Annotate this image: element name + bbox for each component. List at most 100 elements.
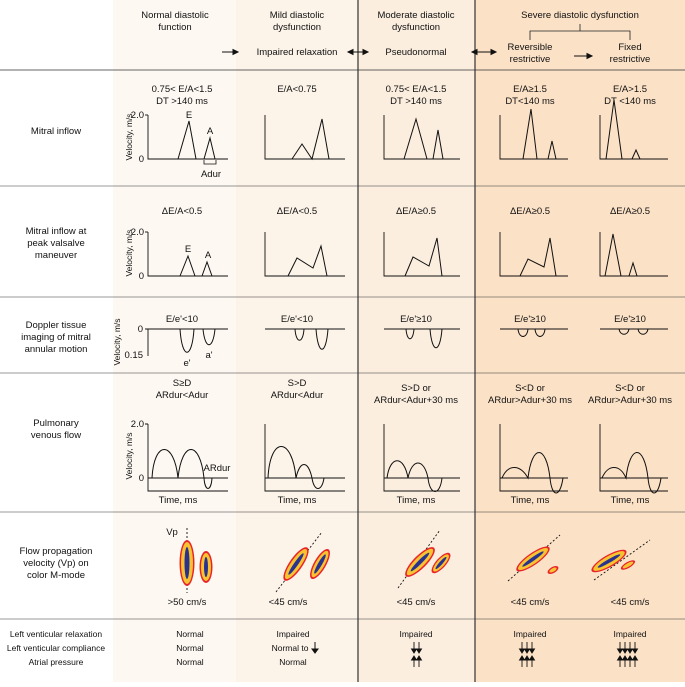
vp-label: Vp <box>166 527 178 538</box>
mitral-wave-moderate <box>403 117 444 160</box>
pulm-v2-normal: 2.0 <box>131 419 144 430</box>
mitral-axes-fix <box>599 115 668 160</box>
bottom-mild-compliance: Normal to <box>272 643 309 653</box>
mitral-criteria-fix-2: DT <140 ms <box>604 96 656 107</box>
valsalva-v2-normal: 2.0 <box>131 227 144 238</box>
severe-bracket <box>529 24 631 40</box>
arrow-icons-moderate <box>410 642 423 667</box>
mitral-criteria-normal-2: DT >140 ms <box>156 96 208 107</box>
vp-ellipse-fix-2-inner <box>622 561 634 569</box>
pulm-criteria-normal-2: ARdur<Adur <box>156 390 209 401</box>
pulm-wave-moderate <box>386 460 443 492</box>
pulm-criteria-mild-1: S>D <box>288 378 307 389</box>
vp-dashed-fix <box>593 539 651 581</box>
vp-mild <box>275 531 330 593</box>
valsalva-criteria-fix: ΔE/A≥0.5 <box>610 206 650 217</box>
pulm-wave-normal <box>151 449 213 489</box>
bottom-normal-relaxation: Normal <box>176 629 204 639</box>
tissue-a-prime: a' <box>205 350 212 361</box>
bottom-label-relaxation: Left venticular relaxation <box>10 629 102 639</box>
row-label-tissue-3: annular motion <box>25 344 88 355</box>
bottom-moderate-relaxation: Impaired <box>399 629 432 639</box>
header-mild-2: dysfunction <box>273 22 321 33</box>
row-label-vp-1: Flow propagation <box>20 546 93 557</box>
tissue-criteria-fix: E/e'≥10 <box>614 314 646 325</box>
header-severe-rev-1: Reversible <box>508 42 553 53</box>
tissue-v0-normal: 0 <box>138 324 143 335</box>
mitral-E-label: E <box>186 110 192 121</box>
mitral-criteria-moderate-2: DT >140 ms <box>390 96 442 107</box>
pulm-time-moderate: Time, ms <box>397 495 436 506</box>
mitral-wave-mild <box>291 118 330 161</box>
mitral-axes-normal <box>145 114 228 160</box>
vp-criteria-moderate: <45 cm/s <box>397 597 436 608</box>
bottom-normal-compliance: Normal <box>176 643 204 653</box>
row-label-tissue-1: Doppler tissue <box>26 320 87 331</box>
valsalva-wave-mild <box>287 244 328 277</box>
pulm-criteria-rev-1: S<D or <box>515 383 545 394</box>
arrow-icons-fix <box>616 642 639 667</box>
vp-ellipse-moderate-1-inner <box>410 552 430 572</box>
header-arrows <box>222 48 594 60</box>
mitral-v0-normal: 0 <box>139 154 144 165</box>
tissue-ylabel-normal: Velocity, m/s <box>112 318 122 365</box>
tissue-vbot-normal: 0.15 <box>125 350 144 361</box>
vp-ellipse-normal-2-inner <box>204 557 208 577</box>
mitral-criteria-normal-1: 0.75< E/A<1.5 <box>152 84 213 95</box>
vp-normal <box>179 528 213 593</box>
vp-ellipse-rev-2-inner <box>549 567 557 573</box>
header-severe-fix-1: Fixed <box>618 42 641 53</box>
pulm-axes-normal <box>145 423 228 492</box>
vp-ellipse-rev-1-inner <box>522 551 544 567</box>
pulm-criteria-fix-2: ARdur>Adur+30 ms <box>588 395 672 406</box>
vp-criteria-fix: <45 cm/s <box>611 597 650 608</box>
pulm-v0-normal: 0 <box>139 473 144 484</box>
valsalva-axes-fix <box>599 232 668 277</box>
tissue-e-prime: e' <box>183 358 190 369</box>
vp-rev <box>507 534 561 582</box>
vp-fix <box>591 539 651 581</box>
tissue-wave-normal <box>179 328 216 353</box>
bg-mild-column <box>236 0 358 682</box>
mitral-criteria-rev-1: E/A≥1.5 <box>513 84 547 95</box>
row-label-pulm-1: Pulmonary <box>33 418 79 429</box>
pulm-criteria-normal-1: S≥D <box>173 378 192 389</box>
bottom-mild-relaxation: Impaired <box>276 629 309 639</box>
row-label-vp-3: color M-mode <box>27 570 85 581</box>
pulm-wave-mild <box>267 446 325 489</box>
pulm-axes-fix <box>599 424 668 492</box>
valsalva-v0-normal: 0 <box>139 271 144 282</box>
mitral-axes-rev <box>499 115 568 160</box>
vp-ellipse-mild-2-inner <box>314 554 326 574</box>
tissue-wave-fix <box>618 328 649 335</box>
bottom-fix-relaxation: Impaired <box>613 629 646 639</box>
mitral-v2-normal: 2.0 <box>131 110 144 121</box>
bottom-label-atrial: Atrial pressure <box>29 657 84 667</box>
row-label-valsalva-1: Mitral inflow at <box>26 226 87 237</box>
valsalva-E-label: E <box>185 244 191 255</box>
header-severe-rev-2: restrictive <box>510 54 551 65</box>
row-label-valsalva-3: maneuver <box>35 250 77 261</box>
tissue-wave-mild <box>294 328 329 350</box>
bottom-rev-relaxation: Impaired <box>513 629 546 639</box>
vp-moderate <box>397 529 451 589</box>
mitral-criteria-moderate-1: 0.75< E/A<1.5 <box>386 84 447 95</box>
adur-bracket <box>203 160 217 165</box>
pulm-wave-fix <box>601 452 662 494</box>
valsalva-wave-rev <box>519 237 557 277</box>
mitral-wave-normal <box>177 120 216 160</box>
pulm-criteria-moderate-1: S>D or <box>401 383 431 394</box>
pulm-criteria-fix-1: S<D or <box>615 383 645 394</box>
bottom-normal-atrial: Normal <box>176 657 204 667</box>
valsalva-ylabel-normal: Velocity, m/s <box>124 229 134 276</box>
tissue-criteria-normal: E/e'<10 <box>166 314 198 325</box>
tissue-wave-rev <box>517 328 546 337</box>
arrow-icons-rev <box>518 642 536 667</box>
valsalva-A-label: A <box>205 250 212 261</box>
valsalva-wave-fix <box>604 233 638 277</box>
row-label-pulm-2: venous flow <box>31 430 81 441</box>
valsalva-criteria-normal: ΔE/A<0.5 <box>162 206 202 217</box>
vp-ellipse-moderate-2-inner <box>435 556 447 570</box>
